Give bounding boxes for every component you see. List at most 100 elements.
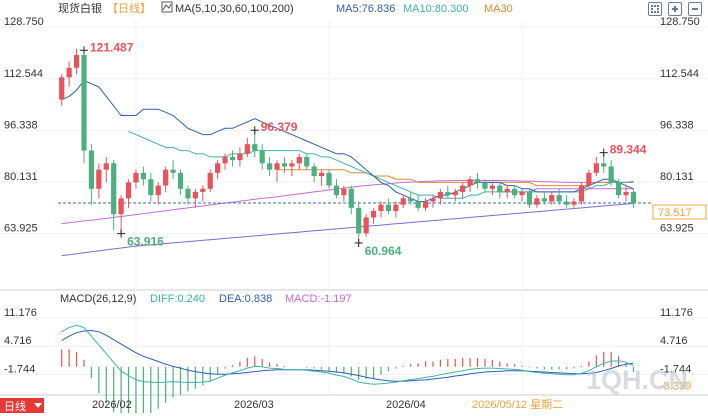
candle-body <box>586 172 592 186</box>
chart-toolbar <box>642 0 708 22</box>
candle-body <box>259 150 265 164</box>
price-tick-left: 63.925 <box>4 223 38 235</box>
candle-body <box>415 201 421 208</box>
diff-line <box>61 324 634 385</box>
candle-body <box>615 182 622 196</box>
current-price: 73.517 <box>658 207 692 219</box>
diff-readout: DIFF:0.240 <box>150 293 205 305</box>
candle-body <box>140 172 146 180</box>
macd-readout: MACD:-1.197 <box>285 293 352 305</box>
ma10-line <box>128 130 634 199</box>
candle-body <box>370 211 377 218</box>
candle-body <box>504 188 510 192</box>
grid-toggle-button[interactable] <box>648 2 662 16</box>
period-badge-label: 日线 <box>4 399 26 413</box>
candle-body <box>489 185 495 189</box>
ma30-line <box>277 169 634 187</box>
price-tick-right: 128.750 <box>660 16 700 28</box>
macd-tick-right: 4.716 <box>660 335 688 347</box>
candle-body <box>378 204 384 212</box>
price-tick-right: 80.131 <box>660 171 694 183</box>
candle-body <box>177 172 184 189</box>
candle-body <box>564 201 570 205</box>
period-badge[interactable] <box>0 398 44 413</box>
candle-body <box>608 166 614 183</box>
candle-body <box>148 179 154 196</box>
annotation-label: 121.487 <box>90 40 134 54</box>
candle-body <box>601 163 607 167</box>
zoom-in-button[interactable] <box>668 2 682 16</box>
ma10-readout: MA10:80.300 <box>403 3 468 15</box>
price-tick-right: 63.925 <box>660 223 694 235</box>
macd-tick-left: -1.744 <box>4 363 35 375</box>
candle-body <box>66 67 72 78</box>
ma100-line <box>61 180 634 225</box>
price-tick-left: 96.338 <box>4 119 38 131</box>
macd-tick-left: 11.176 <box>4 307 37 319</box>
candle-body <box>400 198 406 205</box>
candle-body <box>348 188 354 208</box>
candle-body <box>88 150 95 189</box>
price-tick-left: 80.131 <box>4 171 38 183</box>
candle-body <box>534 198 540 205</box>
current-price-tag <box>652 204 707 220</box>
candle-body <box>133 172 139 183</box>
axes: 128.750 128.750 112.544 112.544 96.338 96.338… <box>4 16 700 392</box>
x-label-apr: 2026/04 <box>386 399 426 411</box>
ma5-line <box>61 79 634 202</box>
ma200-line <box>61 202 634 257</box>
x-label-mar: 2026/03 <box>234 399 274 411</box>
candle-body <box>170 169 176 173</box>
candle-body <box>363 217 369 234</box>
candle-body <box>452 191 458 196</box>
period-label[interactable]: 【日线】 <box>107 1 151 15</box>
candle-body <box>289 163 295 167</box>
candle-body <box>125 182 132 199</box>
candle-body <box>341 188 347 196</box>
candle-body <box>192 191 198 199</box>
candle-body <box>356 207 362 234</box>
price-tick-right: 112.544 <box>660 68 699 80</box>
indicator-icon[interactable] <box>161 1 173 13</box>
price-tick-left: 112.544 <box>4 68 43 80</box>
candle-body <box>578 185 585 202</box>
annotation-label: 89.344 <box>610 143 647 157</box>
candle-body <box>593 163 599 173</box>
candle-body <box>474 179 481 183</box>
candle-body <box>207 172 213 189</box>
candle-body <box>526 191 533 205</box>
price-tick-right: 96.338 <box>660 119 694 131</box>
price-tick-left: 128.750 <box>4 16 44 28</box>
chevron-down-icon <box>34 403 42 408</box>
macd-tick-right: -1.744 <box>660 363 691 375</box>
candle-body <box>549 195 555 202</box>
candle-body <box>623 191 629 196</box>
candle-body <box>296 156 302 164</box>
macd-label: MACD(26,12,9) <box>60 293 136 305</box>
candle-body <box>215 163 221 173</box>
candle-body <box>274 163 280 170</box>
candle-body <box>200 188 206 192</box>
zoom-out-button[interactable] <box>688 2 702 16</box>
candle-body <box>73 55 80 68</box>
candle-body <box>118 198 124 215</box>
cursor-date-box <box>468 397 594 412</box>
candle-body <box>519 191 525 196</box>
indicator-label: MA(5,10,30,60,100,200) <box>175 3 294 15</box>
candle-body <box>393 204 399 212</box>
candle-body <box>556 195 562 202</box>
candles <box>59 48 637 243</box>
candle-body <box>482 182 488 189</box>
candle-body <box>422 201 429 208</box>
candle-body <box>103 163 109 170</box>
candle-body <box>222 156 228 164</box>
candle-body <box>237 153 243 161</box>
annotation-label: 63.916 <box>127 235 164 249</box>
candle-body <box>318 172 325 177</box>
x-label-feb: 2026/02 <box>92 399 132 411</box>
candle-body <box>163 169 169 186</box>
candle-body <box>326 172 332 186</box>
ma30-readout: MA30 <box>484 3 513 15</box>
